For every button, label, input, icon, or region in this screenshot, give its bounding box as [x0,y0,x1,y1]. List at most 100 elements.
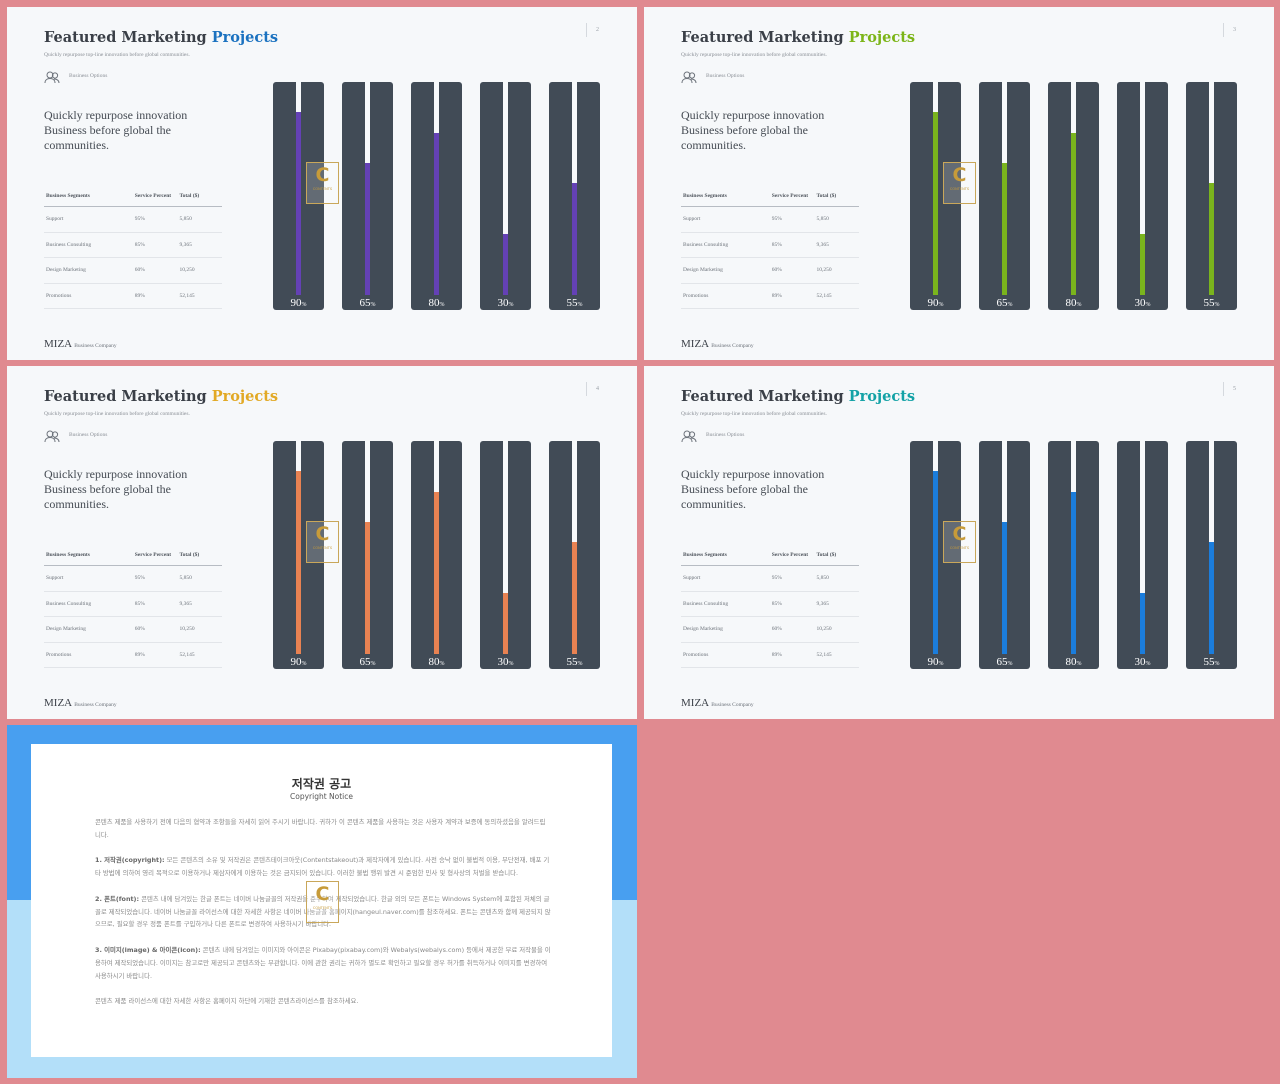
chart-data-label: 30% [1117,656,1168,668]
chart-data-label: 80% [411,656,462,668]
table-row: Business Consulting 85% 9,365 [44,232,222,258]
chart-data-label: 90% [273,656,324,668]
watermark-letter: C [315,883,330,905]
table-cell: Design Marketing [681,616,770,643]
table-cell: 5,850 [177,206,222,233]
chart-data-label: 55% [549,297,600,309]
table-cell: 10,250 [177,616,222,643]
copyright-section-2: 2. 폰트(font): 콘텐츠 내에 담겨있는 한글 폰트는 네이버 나눔글꼴… [95,893,551,931]
chart-bar [572,183,577,295]
headline-text: Quickly repurpose innovation Business be… [44,108,188,152]
table-cell: Business Consulting [681,591,770,617]
chart-bar-track [1209,441,1214,654]
table-header-row: Business Segments Service Percent Total ($… [681,546,859,566]
table-row: Business Consulting 85% 9,365 [681,232,859,258]
slide: Featured Marketing Projects Quickly repur… [644,366,1274,719]
copyright-section-3: 3. 이미지(image) & 아이콘(icon): 콘텐츠 내에 담겨있는 이… [95,944,551,982]
chart-bar-track [503,82,508,295]
chart-bar-column: 80% [1048,82,1099,310]
watermark-letter: C [952,164,967,186]
chart-data-unit: % [1007,302,1013,308]
chart-data-label: 80% [1048,297,1099,309]
copyright-section-1-heading: 1. 저작권(copyright): [95,856,165,865]
chart-bar [1140,234,1145,295]
chart-data-label: 65% [979,297,1030,309]
chart-bar-column: 65% [979,82,1030,310]
page-number: 3 [1223,23,1236,37]
brand-subtitle: Business Company [711,343,754,349]
slide-title: Featured Marketing Projects [681,388,915,405]
copyright-section-3-heading: 3. 이미지(image) & 아이콘(icon): [95,945,201,954]
table-row: Support 95% 5,850 [681,565,859,592]
chart-data-value: 65 [996,656,1008,668]
watermark-letter: C [315,164,330,186]
chart-data-unit: % [439,661,445,667]
chart-data-value: 80 [1065,656,1077,668]
chart-bar [503,593,508,654]
bar-chart: 90% 65% 80% 30% 55% [273,441,603,669]
slide-title-accent: Projects [211,388,279,405]
chart-bar-column: 65% [342,82,393,310]
brand-logo: MIZA Business Company [681,697,754,709]
slide: Featured Marketing Projects Quickly repur… [7,366,637,719]
table-cell: Support [44,206,133,233]
table-header-cell: Service Percent [132,546,178,566]
slide-title-accent: Projects [848,29,916,46]
table-header-cell: Business Segments [44,546,133,566]
chart-data-unit: % [577,661,583,667]
chart-bar [572,542,577,654]
slide-title: Featured Marketing Projects [44,29,278,46]
slide-title-accent: Projects [211,29,279,46]
table-row: Support 95% 5,850 [44,206,222,233]
chart-data-unit: % [1007,661,1013,667]
chart-bar [503,234,508,295]
bar-chart: 90% 65% 80% 30% 55% [910,441,1240,669]
slide-title: Featured Marketing Projects [681,29,915,46]
headline-text: Quickly repurpose innovation Business be… [681,467,825,511]
watermark-logo: C CONTENTS [306,881,339,923]
chart-data-label: 90% [273,297,324,309]
table-header-cell: Business Segments [681,546,770,566]
chart-bar-column: 80% [411,441,462,669]
chart-data-label: 65% [979,656,1030,668]
watermark-text: CONTENTS [949,187,970,191]
chart-bar [1002,163,1007,295]
watermark-letter: C [952,523,967,545]
chart-data-label: 55% [1186,297,1237,309]
table-row: Promotions 89% 52,145 [44,642,222,668]
table-row: Design Marketing 60% 10,250 [681,616,859,643]
table-cell: 85% [769,232,815,258]
chart-data-label: 30% [1117,297,1168,309]
chart-data-unit: % [370,302,376,308]
slide-title-main: Featured Marketing [681,388,849,405]
table-cell: 60% [132,257,178,284]
table-cell: Support [681,206,770,233]
chart-data-unit: % [938,661,944,667]
table-row: Support 95% 5,850 [44,565,222,592]
table-cell: Promotions [44,642,133,668]
watermark-text: CONTENTS [949,546,970,550]
chart-data-unit: % [1145,661,1151,667]
chart-data-value: 90 [927,656,939,668]
watermark-text: CONTENTS [312,187,333,191]
table-cell: Business Consulting [44,591,133,617]
table-header-row: Business Segments Service Percent Total ($… [681,187,859,207]
table-cell: 10,250 [814,257,859,284]
slide: Featured Marketing Projects Quickly repur… [644,7,1274,360]
chart-bar-column: 55% [1186,441,1237,669]
business-options-label: Business Options [69,432,108,438]
chart-bar-track [1071,441,1076,654]
chart-bar [1140,593,1145,654]
chart-data-unit: % [508,661,514,667]
slide-title-accent: Projects [848,388,916,405]
brand-name: MIZA [44,697,72,709]
chart-bar-column: 30% [480,82,531,310]
table-header-cell: Total ($) [177,546,222,566]
table-cell: 52,145 [814,642,859,668]
table-cell: 5,850 [814,206,859,233]
chart-bar [296,471,301,654]
chart-bar-column: 90% [273,441,324,669]
chart-data-value: 80 [428,656,440,668]
page-number: 4 [586,382,599,396]
page-number: 2 [586,23,599,37]
